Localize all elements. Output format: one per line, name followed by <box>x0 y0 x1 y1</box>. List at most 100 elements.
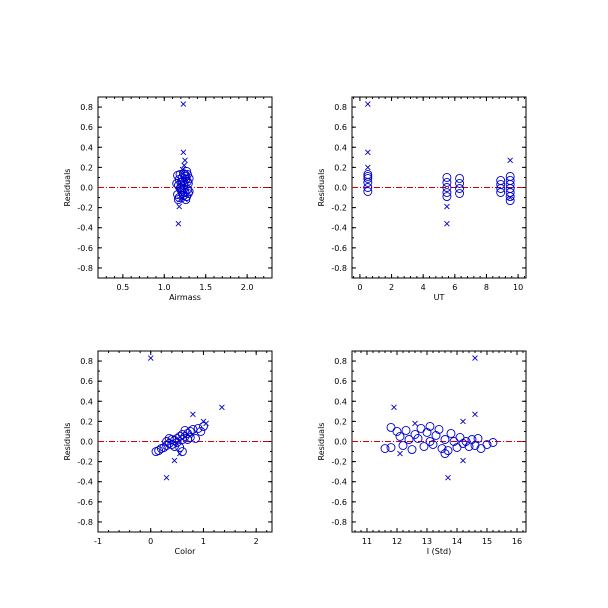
x-tick-label: 2 <box>389 283 394 292</box>
x-tick-label: 12 <box>392 537 402 546</box>
circle-point <box>455 179 465 188</box>
x-mark-point <box>444 203 450 210</box>
circle-point <box>442 183 452 192</box>
x-tick-label: 2.0 <box>241 283 254 292</box>
chart-panel-2: 0 2 4 6 8 10 -0.8 -0.6 -0.4 -0.2 0.0 0.2 0.4 0.6 0.8 UT… <box>317 96 527 302</box>
circle-point <box>442 178 452 187</box>
y-tick-label: -0.6 <box>331 498 347 507</box>
y-tick-label: -0.6 <box>331 244 347 253</box>
x-tick-label: 0.5 <box>116 283 129 292</box>
circle-point <box>442 192 452 202</box>
x-mark-point <box>180 149 187 156</box>
circle-point <box>386 422 396 432</box>
circle-point <box>442 172 452 182</box>
y-tick-label: -0.4 <box>331 478 347 487</box>
y-tick-label: 0.2 <box>80 163 93 172</box>
y-tick-label: -0.6 <box>77 498 93 507</box>
x-tick-label: 13 <box>422 537 432 546</box>
y-tick-label: 0.4 <box>80 397 93 406</box>
circle-point <box>473 434 483 443</box>
circle-point <box>164 434 174 443</box>
y-tick-label: 0.2 <box>80 417 93 426</box>
y-tick-label: 0.0 <box>80 438 93 447</box>
y-tick-label: -0.2 <box>331 204 347 213</box>
circle-point <box>496 188 506 197</box>
y-tick-label: 0.6 <box>80 377 93 386</box>
x-mark-point <box>397 450 403 457</box>
circle-point <box>191 434 200 443</box>
y-tick-label: 0.4 <box>80 143 93 152</box>
circle-point <box>363 171 373 181</box>
x-mark-point <box>180 101 187 107</box>
y-axis-label: Residuals <box>63 423 72 461</box>
x-tick-label: -1 <box>94 537 102 546</box>
circle-point <box>446 429 456 438</box>
y-tick-label: -0.4 <box>331 224 347 233</box>
x-tick-label: 10 <box>513 283 523 292</box>
chart-panel-1: 0.5 1.0 1.5 2.0 -0.8 -0.6 -0.4 -0.2 0.0 0.2 0.4 0.6… <box>63 96 273 302</box>
circle-point <box>380 444 390 453</box>
y-tick-label: 0.4 <box>334 143 347 152</box>
x-tick-label: 11 <box>362 537 372 546</box>
circle-point <box>422 428 432 437</box>
y-tick-label: -0.2 <box>77 458 93 467</box>
x-mark-point <box>179 166 186 173</box>
y-tick-label: -0.2 <box>77 204 93 213</box>
y-tick-label: 0.2 <box>334 163 347 172</box>
y-tick-label: 0.0 <box>334 438 347 447</box>
circle-point <box>175 432 185 441</box>
circle-point <box>193 423 203 433</box>
x-mark-point <box>364 164 371 171</box>
circle-point <box>452 443 462 452</box>
circle-point <box>440 449 450 459</box>
circle-point <box>431 431 441 440</box>
x-mark-point <box>190 411 196 418</box>
x-mark-point <box>472 355 478 361</box>
circle-point <box>177 447 187 457</box>
y-tick-label: -0.6 <box>77 244 93 253</box>
circle-point <box>154 446 164 455</box>
circle-point <box>425 437 435 446</box>
x-tick-label: 8 <box>484 283 489 292</box>
x-mark-point <box>176 203 183 210</box>
circle-point <box>496 184 506 193</box>
circle-point <box>401 425 411 435</box>
y-tick-label: -0.4 <box>77 224 93 233</box>
circle-point <box>488 438 498 447</box>
x-tick-label: 0 <box>357 283 362 292</box>
circle-point <box>413 434 423 443</box>
circle-point <box>404 435 414 444</box>
x-axis-label: Airmass <box>169 293 201 302</box>
y-tick-label: 0.8 <box>334 357 347 366</box>
circle-point <box>185 426 195 436</box>
y-tick-label: -0.8 <box>77 518 93 527</box>
x-mark-point <box>445 474 451 481</box>
y-tick-label: -0.8 <box>331 264 347 273</box>
y-axis-label: Residuals <box>317 423 326 461</box>
x-mark-point <box>176 450 183 457</box>
x-mark-point <box>175 220 182 227</box>
circle-point <box>467 435 477 444</box>
circle-point <box>455 433 465 442</box>
circle-point <box>505 192 515 202</box>
x-mark-point <box>472 411 478 418</box>
y-tick-label: 0.8 <box>80 103 93 112</box>
x-tick-label: 4 <box>421 283 426 292</box>
circle-point <box>442 188 452 197</box>
x-tick-label: 16 <box>512 537 522 546</box>
circle-point <box>398 441 408 450</box>
circle-point <box>386 443 396 452</box>
circle-point <box>180 432 190 441</box>
x-axis-label: I (Std) <box>427 547 451 556</box>
x-mark-point <box>507 194 514 201</box>
circle-point <box>172 438 182 447</box>
y-tick-label: 0.6 <box>334 377 347 386</box>
circle-point <box>185 433 195 442</box>
x-tick-label: 1 <box>201 537 206 546</box>
circle-point <box>505 196 515 206</box>
y-tick-label: 0.8 <box>334 103 347 112</box>
x-mark-point <box>412 420 418 427</box>
circle-point <box>428 440 438 449</box>
circle-point <box>363 173 373 183</box>
x-mark-point <box>444 220 450 227</box>
